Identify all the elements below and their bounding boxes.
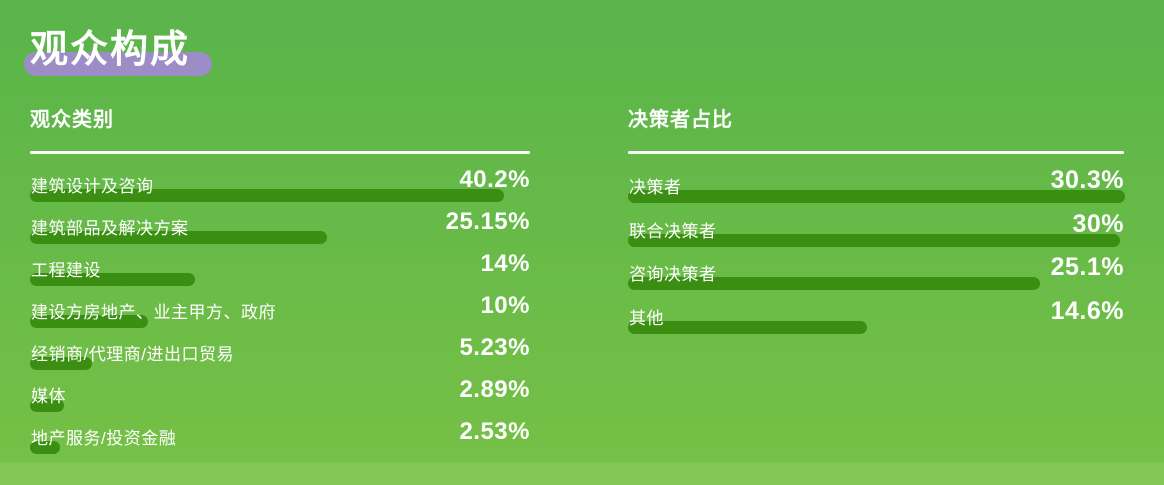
category-label: 建设方房地产、业主甲方、政府 <box>31 303 276 322</box>
title-highlight-pill <box>24 52 212 76</box>
value-label: 25.15% <box>445 208 530 235</box>
section-divider <box>628 151 1124 154</box>
value-label: 25.1% <box>1050 253 1124 281</box>
bar <box>30 441 60 454</box>
category-label: 其他 <box>629 308 664 328</box>
bar-list: 决策者 30.3% 联合决策者 30% 咨询决策者 25.1% 其他 14.6% <box>628 163 1125 338</box>
bar-row: 经销商/代理商/进出口贸易 5.23% <box>30 331 530 373</box>
value-label: 30.3% <box>1050 166 1124 194</box>
value-label: 2.53% <box>459 418 530 445</box>
value-label: 40.2% <box>459 166 530 193</box>
category-label: 联合决策者 <box>629 221 717 241</box>
value-label: 14.6% <box>1050 296 1124 325</box>
section-title-decision-makers: 决策者占比 <box>628 109 733 131</box>
page-title: 观众构成 <box>30 29 191 71</box>
bar-row: 联合决策者 30% <box>628 207 1124 251</box>
bar-row: 建筑设计及咨询 40.2% <box>30 163 530 205</box>
value-label: 10% <box>480 292 530 319</box>
value-label: 30% <box>1072 209 1124 238</box>
bar-list: 建筑设计及咨询 40.2% 建筑部品及解决方案 25.15% 工程建设 14% … <box>30 163 530 457</box>
next-slide-edge <box>0 462 1164 485</box>
bar-row: 咨询决策者 25.1% <box>628 250 1124 294</box>
category-label: 建筑部品及解决方案 <box>31 219 189 238</box>
bar-row: 媒体 2.89% <box>30 373 530 415</box>
bar-row: 地产服务/投资金融 2.53% <box>30 415 530 457</box>
bar-row: 建筑部品及解决方案 25.15% <box>30 205 530 247</box>
category-label: 地产服务/投资金融 <box>31 429 177 448</box>
category-label: 经销商/代理商/进出口贸易 <box>31 345 234 364</box>
value-label: 14% <box>480 250 530 277</box>
value-label: 2.89% <box>459 376 530 403</box>
bar <box>30 231 327 244</box>
bar-row: 工程建设 14% <box>30 247 530 289</box>
bar-row: 建设方房地产、业主甲方、政府 10% <box>30 289 530 331</box>
bar-row: 其他 14.6% <box>628 294 1124 338</box>
category-label: 建筑设计及咨询 <box>31 177 154 196</box>
bar <box>628 320 868 334</box>
bar <box>628 190 1125 203</box>
value-label: 5.23% <box>459 334 530 361</box>
category-label: 决策者 <box>629 178 682 197</box>
bar <box>30 315 148 328</box>
category-label: 工程建设 <box>31 261 101 280</box>
bar <box>628 233 1121 247</box>
bar <box>30 273 196 286</box>
bar-row: 决策者 30.3% <box>628 163 1125 207</box>
bar <box>30 189 504 202</box>
category-label: 咨询决策者 <box>629 265 717 284</box>
bar <box>30 357 92 370</box>
bar <box>628 277 1040 290</box>
category-label: 媒体 <box>31 387 66 406</box>
section-title-audience-categories: 观众类别 <box>30 109 114 131</box>
bar <box>30 399 65 412</box>
section-divider <box>30 151 530 154</box>
page-title-block: 观众构成 <box>24 18 212 76</box>
